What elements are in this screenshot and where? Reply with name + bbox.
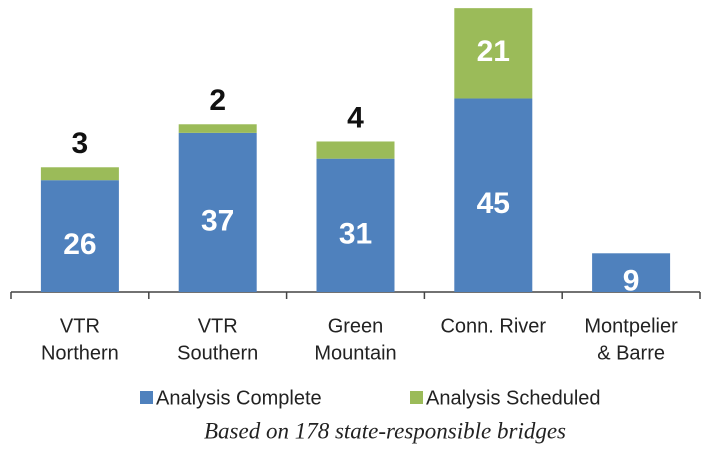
legend-label: Analysis Complete	[156, 387, 322, 409]
bar-segment	[178, 132, 257, 292]
data-label: 31	[339, 217, 372, 250]
x-tick-label: Green	[328, 315, 384, 337]
x-tick-label: Southern	[177, 342, 258, 364]
data-label: 2	[209, 84, 226, 117]
bar-segment	[316, 158, 395, 292]
data-label: 9	[623, 265, 640, 298]
data-label: 37	[201, 204, 234, 237]
legend-swatch	[140, 391, 153, 404]
x-tick-label: Montpelier	[584, 315, 678, 337]
bar-segment	[454, 98, 533, 293]
legend-label: Analysis Scheduled	[426, 387, 601, 409]
legend-swatch	[410, 391, 423, 404]
bar-segment	[592, 253, 671, 292]
bar-segment	[454, 8, 533, 99]
x-tick-label: VTR	[198, 315, 238, 337]
data-label: 26	[63, 228, 96, 261]
data-label: 21	[477, 35, 510, 68]
bar-segment	[40, 180, 119, 292]
x-tick-label: VTR	[60, 315, 100, 337]
bar-segment	[178, 124, 257, 133]
bar-segment	[40, 167, 119, 181]
x-tick-label: Northern	[41, 342, 119, 364]
bar-segment	[316, 141, 395, 159]
x-tick-label: & Barre	[597, 342, 665, 364]
x-tick-label: Conn. River	[440, 315, 546, 337]
data-label: 4	[347, 101, 364, 134]
data-label: 3	[72, 127, 89, 160]
chart-note: Based on 178 state-responsible bridges	[204, 418, 566, 443]
x-tick-label: Mountain	[314, 342, 396, 364]
data-label: 45	[477, 187, 510, 220]
